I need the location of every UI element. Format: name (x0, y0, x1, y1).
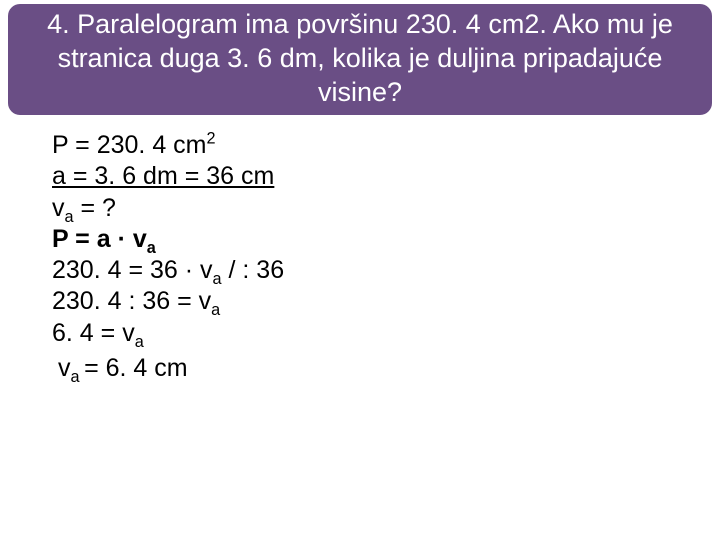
question-box: 4. Paralelogram ima površinu 230. 4 cm2.… (6, 2, 714, 117)
line-7-sub: a (135, 333, 144, 351)
answer-post: = 6. 4 cm (84, 354, 188, 382)
question-text: 4. Paralelogram ima površinu 230. 4 cm2.… (16, 8, 704, 109)
line-6-sub: a (211, 301, 220, 319)
line-5-post: / : 36 (222, 256, 285, 284)
solution-block: P = 230. 4 cm2 a = 3. 6 dm = 36 cm va = … (52, 130, 284, 384)
line-5: 230. 4 = 36 · va / : 36 (52, 255, 284, 286)
line-3: va = ? (52, 193, 284, 224)
answer-sub: a (71, 368, 85, 386)
line-1: P = 230. 4 cm2 (52, 130, 284, 161)
answer-pre: v (58, 354, 71, 382)
line-3-post: = ? (74, 194, 116, 222)
line-5-pre: 230. 4 = 36 · v (52, 256, 213, 284)
line-2: a = 3. 6 dm = 36 cm (52, 161, 284, 192)
answer-line: va = 6. 4 cm (58, 353, 284, 384)
line-6: 230. 4 : 36 = va (52, 286, 284, 317)
line-1-sup: 2 (207, 130, 216, 148)
line-4: P = a · va (52, 224, 284, 255)
line-4-pre: P = a · v (52, 225, 147, 253)
line-6-pre: 230. 4 : 36 = v (52, 287, 211, 315)
line-7: 6. 4 = va (52, 318, 284, 349)
line-3-sub: a (65, 208, 74, 226)
line-7-pre: 6. 4 = v (52, 319, 135, 347)
line-1-pre: P = 230. 4 cm (52, 131, 207, 159)
line-3-pre: v (52, 194, 65, 222)
